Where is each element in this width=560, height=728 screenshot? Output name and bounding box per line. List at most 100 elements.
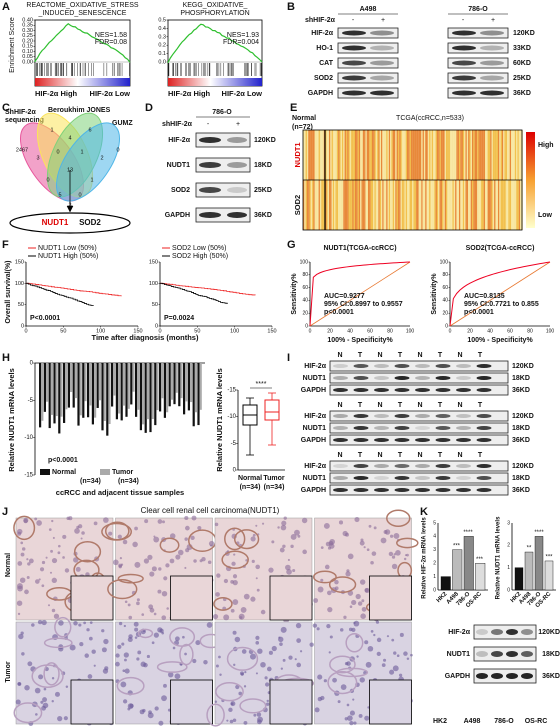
sample-bar (39, 363, 42, 428)
heatmap-cell (336, 130, 339, 180)
y-tick-label: 150 (149, 259, 158, 265)
blot-band (394, 376, 410, 380)
cell-nucleus (18, 633, 24, 640)
cell-nucleus (230, 608, 235, 613)
column-label: N (417, 352, 422, 359)
heatmap-cell (469, 180, 471, 230)
heatmap-cell (325, 180, 327, 230)
heatmap-cell (370, 180, 372, 230)
cell-nucleus (154, 706, 159, 711)
cell-nucleus (88, 636, 93, 641)
kd-label: 25KD (513, 75, 531, 82)
cell-nucleus (396, 654, 400, 658)
column-label: T (438, 352, 443, 359)
protein-label: CAT (319, 60, 334, 67)
cell-nucleus (26, 576, 30, 579)
nes-text: NES=1.58 (95, 32, 127, 39)
heatmap-cell (481, 180, 483, 230)
cell-nucleus (359, 677, 365, 683)
axis-title: Time after diagnosis (months) (92, 333, 199, 342)
sample-bar (187, 363, 190, 411)
cell-nucleus (166, 607, 169, 610)
blot-band (506, 673, 518, 679)
inset (70, 575, 114, 621)
heatmap-cell (357, 180, 359, 230)
blot-strip (447, 87, 509, 99)
heatmap-cell (465, 180, 467, 230)
tissue-structure (116, 676, 145, 695)
kd-label: 120KD (513, 30, 535, 37)
y-tick-label: 0.2 (158, 43, 166, 49)
heatmap-cell (403, 130, 405, 180)
cell-nucleus (136, 657, 140, 661)
y-tick-label: 0 (445, 323, 448, 329)
cell-nucleus (232, 579, 238, 586)
cell-nucleus (153, 536, 160, 543)
heatmap-cell (379, 180, 382, 230)
blot-band (353, 388, 369, 392)
heatmap-cell (391, 180, 393, 230)
cell-nucleus (250, 536, 256, 542)
cell-nucleus (153, 632, 159, 638)
heatmap-cell (507, 180, 509, 230)
cell-nucleus (184, 652, 187, 656)
protein-label: HIF-2α (304, 463, 327, 470)
panel-label: A (2, 1, 10, 13)
y-tick-label: -10 (24, 435, 33, 441)
blot-strip (473, 668, 537, 684)
sample-bar (156, 363, 159, 411)
tissue-structure (213, 596, 233, 611)
column-label: T (438, 402, 443, 409)
heatmap-cell (462, 180, 465, 230)
sample-bar (43, 363, 46, 412)
heatmap-cell (401, 180, 404, 230)
cell-nucleus (358, 713, 363, 718)
heatmap-cell (459, 130, 461, 180)
ci-text: 95% CI:0.8997 to 0.9557 (324, 301, 403, 308)
heatmap-cell (498, 180, 500, 230)
cell-nucleus (27, 661, 33, 667)
tissue-structure (239, 698, 267, 714)
tissue-structure (233, 529, 260, 550)
heatmap-cell (492, 180, 495, 230)
heatmap-cell (449, 130, 452, 180)
panel-label: G (287, 239, 296, 251)
cell-nucleus (375, 620, 380, 624)
column-label: N (417, 452, 422, 459)
sample-bar (101, 363, 104, 431)
cell-nucleus (175, 636, 180, 642)
blot-strip (329, 422, 509, 434)
cell-nucleus (216, 573, 221, 578)
gene: SOD2 (79, 218, 101, 227)
cell-nucleus (320, 546, 324, 550)
cell-nucleus (28, 558, 34, 564)
cell-nucleus (320, 578, 324, 582)
significance: *** (453, 543, 461, 549)
y-tick-label: -5 (231, 441, 237, 447)
panel-label: J (2, 506, 8, 518)
cell-nucleus (280, 524, 287, 531)
arrow-head (66, 205, 74, 213)
heatmap-cell (373, 180, 375, 230)
heatmap-cell (482, 180, 484, 230)
sample-bar (63, 363, 66, 423)
cell-nucleus (19, 577, 26, 583)
sample-bar (74, 363, 77, 399)
cell-nucleus (151, 641, 155, 645)
blot-band (476, 426, 492, 430)
bar (452, 549, 463, 591)
cell-nucleus (255, 641, 260, 645)
heatmap-cell (488, 180, 491, 230)
heatmap-cell (375, 130, 378, 180)
heatmap-cell (417, 180, 419, 230)
axis-title: Overall survival(%) (5, 260, 12, 323)
cell-nucleus (63, 716, 68, 721)
heatmap-cell (329, 180, 331, 230)
cell-nucleus (294, 529, 300, 536)
sample-bar (170, 363, 173, 400)
heatmap-cell (326, 130, 328, 180)
blot-band (456, 464, 471, 468)
heatmap-cell (442, 130, 444, 180)
blot-band (506, 651, 518, 657)
sample-bar (120, 363, 123, 421)
